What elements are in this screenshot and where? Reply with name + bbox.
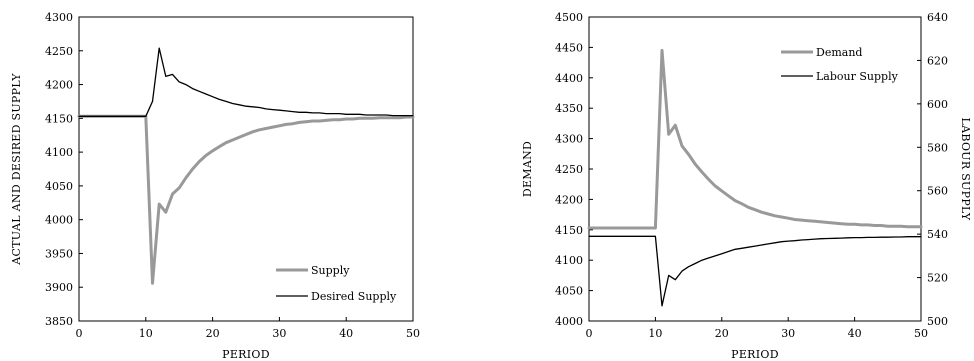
y-tick-label: 4400	[555, 72, 583, 85]
series-line-demand	[587, 48, 923, 230]
y-tick-label: 3850	[45, 315, 73, 328]
x-axis: 0 10 20 30 40 50	[76, 317, 420, 340]
y-tick-label: 4000	[555, 315, 583, 328]
x-tick-label: 10	[139, 327, 153, 340]
y-tick-label: 4200	[555, 193, 583, 206]
y-tick-label: 4050	[555, 285, 583, 298]
legend-label-desired-supply: Desired Supply	[311, 290, 397, 303]
x-tick-label: 30	[272, 327, 286, 340]
y-axis-right: 500 520 540 560 580 600 620 640	[917, 11, 948, 328]
plot-frame	[78, 16, 414, 322]
y-tick-label: 4100	[555, 254, 583, 267]
x-tick-label: 50	[914, 327, 928, 340]
y-tick-label: 4100	[45, 146, 73, 159]
legend: Demand Labour Supply	[781, 46, 899, 83]
y2-tick-label: 600	[927, 98, 948, 111]
y-tick-label: 3950	[45, 247, 73, 260]
series-line-labour-supply	[588, 235, 922, 307]
y-tick-label: 4150	[555, 224, 583, 237]
y-axis-label-right: LABOUR SUPPLY	[959, 118, 972, 221]
y-tick-label: 4450	[555, 41, 583, 54]
series-lines	[77, 47, 415, 285]
y-tick-label: 4050	[45, 180, 73, 193]
y-axis-label-left: DEMAND	[521, 141, 534, 197]
y2-tick-label: 580	[927, 141, 948, 154]
y-tick-label: 4250	[45, 45, 73, 58]
supply-chart: 0 10 20 30 40 50 3850390039504000405041004150…	[10, 11, 420, 361]
demand-labour-chart: 0 10 20 30 40 50 4000405041004150420042504300…	[521, 11, 972, 361]
x-tick-label: 40	[848, 327, 862, 340]
y-tick-label: 4500	[555, 11, 583, 24]
legend-label-supply: Supply	[311, 264, 350, 277]
x-tick-label: 50	[406, 327, 420, 340]
x-axis: 0 10 20 30 40 50	[586, 317, 928, 340]
y2-tick-label: 560	[927, 185, 948, 198]
y-tick-label: 4000	[45, 214, 73, 227]
x-tick-label: 20	[715, 327, 729, 340]
plot-frame	[588, 16, 922, 322]
x-tick-label: 10	[648, 327, 662, 340]
y2-tick-label: 620	[927, 54, 948, 67]
x-tick-label: 0	[76, 327, 83, 340]
y-tick-label: 4250	[555, 163, 583, 176]
x-axis-label: PERIOD	[731, 348, 779, 361]
y-axis: 3850 3900 3950 4000 4050 4100 4150 4200 4250 4300	[45, 11, 83, 328]
y-axis-label: ACTUAL AND DESIRED SUPPLY	[10, 73, 23, 266]
y2-tick-label: 540	[927, 228, 948, 241]
y-axis-left: 4000 4050 4100 4150 4200 4250 4300 4350 4400 4450…	[555, 11, 593, 328]
x-axis-label: PERIOD	[222, 348, 270, 361]
x-tick-label: 30	[781, 327, 795, 340]
y-tick-label: 4300	[45, 11, 73, 24]
legend-label-demand: Demand	[816, 46, 862, 59]
x-tick-label: 40	[339, 327, 353, 340]
y2-tick-label: 500	[927, 315, 948, 328]
y-tick-label: 4300	[555, 133, 583, 146]
y-tick-label: 4350	[555, 102, 583, 115]
y2-tick-label: 520	[927, 272, 948, 285]
y2-tick-label: 640	[927, 11, 948, 24]
legend-label-labour-supply: Labour Supply	[816, 70, 899, 83]
x-tick-label: 20	[206, 327, 220, 340]
y-tick-label: 3900	[45, 281, 73, 294]
x-tick-label: 0	[586, 327, 593, 340]
series-line-desired-supply	[78, 47, 414, 117]
y-tick-label: 4200	[45, 79, 73, 92]
legend: Supply Desired Supply	[276, 264, 397, 303]
series-line-supply	[77, 114, 415, 285]
series-lines	[587, 48, 923, 307]
y-tick-label: 4150	[45, 112, 73, 125]
